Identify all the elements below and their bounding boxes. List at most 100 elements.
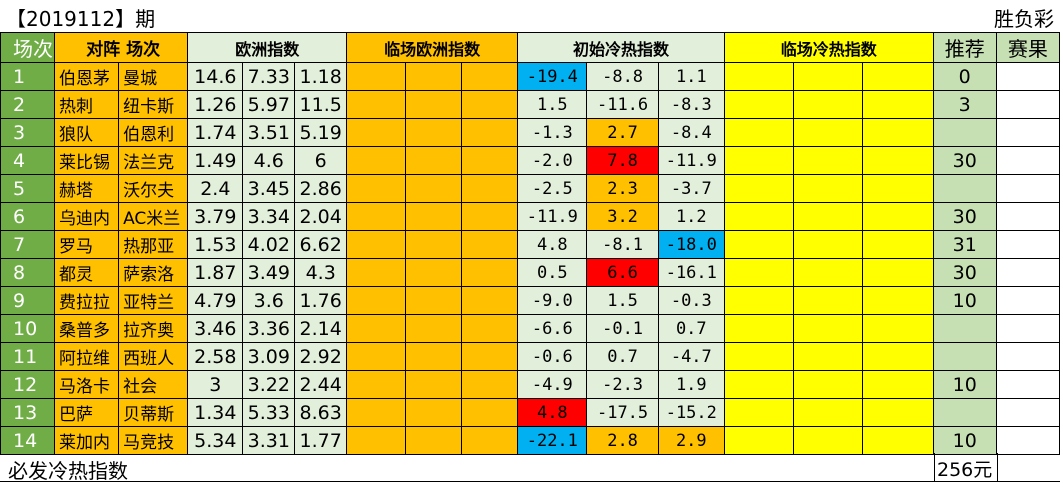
live-euro-cell <box>346 90 407 119</box>
result-cell <box>995 342 1061 371</box>
init-heat-cell: 2.9 <box>657 426 725 455</box>
euro-odds-cell: 3.49 <box>242 258 296 287</box>
euro-odds-cell: 3.09 <box>242 342 296 371</box>
init-heat-cell: -1.3 <box>517 118 588 147</box>
init-heat-cell: 3.2 <box>586 202 659 231</box>
init-heat-cell: 4.8 <box>517 398 588 427</box>
init-heat-cell: -11.9 <box>657 146 725 175</box>
match-number: 10 <box>0 314 55 343</box>
home-team: 罗马 <box>53 230 120 259</box>
euro-odds-cell: 4.02 <box>242 230 296 259</box>
euro-odds-cell: 11.5 <box>294 90 348 119</box>
euro-odds-cell: 1.34 <box>187 398 244 427</box>
table-row: 13 巴萨 贝蒂斯 1.34 5.33 8.63 4.8 -17.5 -15.2 <box>0 398 1061 427</box>
euro-odds-cell: 5.19 <box>294 118 348 147</box>
euro-odds-cell: 4.3 <box>294 258 348 287</box>
away-team: 西班人 <box>118 342 189 371</box>
euro-odds-cell: 7.33 <box>242 62 296 91</box>
live-euro-cell <box>346 174 407 203</box>
live-euro-cell <box>405 342 463 371</box>
live-heat-cell <box>793 174 864 203</box>
init-heat-cell: -6.6 <box>517 314 588 343</box>
home-team: 阿拉维 <box>53 342 120 371</box>
result-cell <box>995 202 1061 231</box>
match-number: 2 <box>0 90 55 119</box>
init-heat-cell: -0.1 <box>586 314 659 343</box>
table-row: 10 桑普多 拉齐奥 3.46 3.36 2.14 -6.6 -0.1 0.7 <box>0 314 1061 343</box>
init-heat-cell: -8.4 <box>657 118 725 147</box>
live-heat-cell <box>862 202 934 231</box>
live-euro-cell <box>461 118 519 147</box>
home-team: 伯恩茅 <box>53 62 120 91</box>
init-heat-cell: 1.5 <box>586 286 659 315</box>
live-euro-cell <box>346 146 407 175</box>
init-heat-cell: 1.2 <box>657 202 725 231</box>
home-team: 都灵 <box>53 258 120 287</box>
home-team: 桑普多 <box>53 314 120 343</box>
game-type-label: 胜负彩 <box>994 7 1054 31</box>
live-heat-cell <box>862 174 934 203</box>
match-number: 3 <box>0 118 55 147</box>
live-heat-cell <box>862 258 934 287</box>
live-heat-cell <box>723 258 795 287</box>
home-team: 狼队 <box>53 118 120 147</box>
recommend-cell: 30 <box>932 146 997 175</box>
init-heat-cell: -18.0 <box>657 230 725 259</box>
init-heat-cell: -16.1 <box>657 258 725 287</box>
table-row: 1 伯恩茅 曼城 14.6 7.33 1.18 -19.4 -8.8 1.1 0 <box>0 62 1061 91</box>
live-euro-cell <box>405 174 463 203</box>
live-euro-cell <box>346 202 407 231</box>
match-number: 12 <box>0 370 55 399</box>
init-heat-cell: -8.1 <box>586 230 659 259</box>
init-heat-cell: 2.3 <box>586 174 659 203</box>
live-euro-cell <box>461 146 519 175</box>
live-euro-cell <box>346 398 407 427</box>
live-euro-cell <box>405 146 463 175</box>
live-heat-cell <box>793 426 864 455</box>
live-euro-cell <box>461 398 519 427</box>
home-team: 莱加内 <box>53 426 120 455</box>
title-bar: 【2019112】期 胜负彩 <box>0 0 1060 33</box>
live-heat-cell <box>862 62 934 91</box>
init-heat-cell: -22.1 <box>517 426 588 455</box>
init-heat-cell: 4.8 <box>517 230 588 259</box>
euro-odds-cell: 14.6 <box>187 62 244 91</box>
home-team: 马洛卡 <box>53 370 120 399</box>
live-euro-cell <box>346 118 407 147</box>
match-number: 6 <box>0 202 55 231</box>
euro-odds-cell: 1.26 <box>187 90 244 119</box>
init-heat-cell: -2.5 <box>517 174 588 203</box>
footer-total: 256元 <box>937 459 993 481</box>
euro-odds-cell: 4.79 <box>187 286 244 315</box>
recommend-cell: 0 <box>932 62 997 91</box>
euro-odds-cell: 3.45 <box>242 174 296 203</box>
init-heat-cell: -2.0 <box>517 146 588 175</box>
init-heat-cell: -0.3 <box>657 286 725 315</box>
euro-odds-cell: 1.76 <box>294 286 348 315</box>
init-heat-cell: -4.9 <box>517 370 588 399</box>
euro-odds-cell: 1.53 <box>187 230 244 259</box>
live-heat-cell <box>793 370 864 399</box>
live-heat-cell <box>723 342 795 371</box>
live-heat-cell <box>793 230 864 259</box>
init-heat-cell: 2.8 <box>586 426 659 455</box>
init-heat-cell: -15.2 <box>657 398 725 427</box>
live-heat-cell <box>723 62 795 91</box>
live-euro-cell <box>461 426 519 455</box>
live-euro-cell <box>346 342 407 371</box>
result-cell <box>995 230 1061 259</box>
live-heat-cell <box>793 62 864 91</box>
live-heat-cell <box>862 118 934 147</box>
live-euro-cell <box>405 202 463 231</box>
live-heat-cell <box>723 230 795 259</box>
recommend-cell: 10 <box>932 286 997 315</box>
euro-odds-cell: 3.31 <box>242 426 296 455</box>
euro-odds-cell: 3.79 <box>187 202 244 231</box>
init-heat-cell: -0.6 <box>517 342 588 371</box>
euro-odds-cell: 5.97 <box>242 90 296 119</box>
euro-odds-cell: 3.36 <box>242 314 296 343</box>
euro-odds-cell: 3.6 <box>242 286 296 315</box>
init-heat-cell: 1.5 <box>517 90 588 119</box>
period-label: 【2019112】期 <box>6 7 156 31</box>
live-euro-cell <box>405 286 463 315</box>
